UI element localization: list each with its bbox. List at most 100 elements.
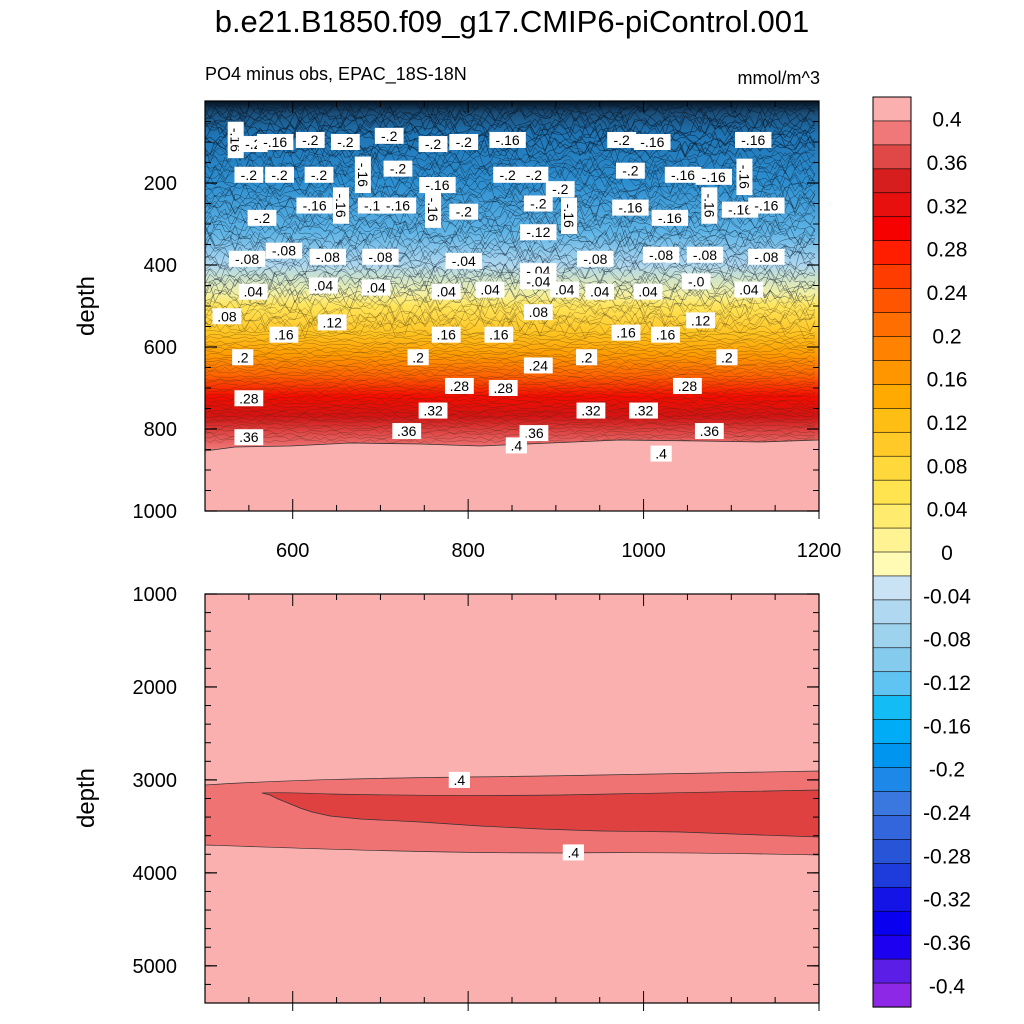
colorbar-swatch (872, 408, 912, 433)
upper-contour-label: .04 (238, 283, 268, 300)
contour-label-box (607, 131, 637, 148)
contour-line (205, 344, 816, 351)
contour-label-text: .2 (581, 349, 593, 365)
contour-label-box (520, 224, 557, 241)
upper-contour-label: -.16 (354, 156, 371, 193)
upper-contour-label: -.16 (748, 197, 785, 214)
contour-label-text: .04 (366, 280, 386, 296)
contour-label-box (505, 437, 527, 454)
colorbar-swatch (872, 910, 912, 936)
contour-label-text: -.08 (649, 247, 673, 263)
contour-label-text: -.16 (736, 165, 752, 189)
contour-line (205, 416, 816, 423)
upper-contour-label: .2 (407, 349, 429, 366)
contour-label-box (523, 357, 553, 374)
contour-label-text: .28 (678, 378, 698, 394)
contour-label-box (425, 191, 442, 228)
colorbar-swatch (872, 240, 912, 266)
colorbar-label: -0.2 (929, 759, 965, 782)
upper-contour-label: -.04 (520, 273, 557, 290)
upper-contour-label: .28 (673, 377, 702, 394)
upper-contour-label: .04 (361, 279, 391, 296)
upper-contour-label: -.08 (228, 250, 266, 267)
contour-label-box (576, 402, 606, 419)
upper-contour-label: .32 (418, 402, 448, 419)
contour-label-text: .32 (581, 403, 601, 419)
colorbar-label: 0.36 (927, 152, 968, 175)
contour-line (205, 269, 816, 291)
panel-subtitle-left: PO4 minus obs, EPAC_18S-18N (205, 64, 467, 84)
colorbar-swatch (872, 791, 912, 817)
contour-line (205, 348, 816, 354)
upper-contour-label: -.16 (634, 134, 671, 150)
contour-line (205, 407, 816, 413)
x-tick-label: 800 (451, 540, 484, 562)
upper-contour-label: -.2 (449, 203, 479, 220)
colorbar-swatch (872, 599, 912, 625)
contour-label-text: -.16 (425, 177, 449, 193)
contour-label-text: .08 (217, 308, 237, 324)
upper-contour-label: .32 (576, 402, 606, 419)
contour-label-text: .04 (436, 284, 456, 300)
colorbar-swatch (872, 264, 912, 290)
contour-label-box (449, 203, 479, 220)
contour-label-text: -.2 (311, 167, 328, 183)
contour-line (205, 284, 816, 305)
contour-label-text: -.0 (688, 273, 705, 289)
colorbar-label: 0.04 (927, 499, 968, 522)
contour-label-box (296, 197, 333, 214)
contour-line (205, 263, 816, 285)
contour-label-box (748, 248, 785, 265)
upper-contour-label: -.2 (304, 166, 334, 183)
contour-label-box (519, 166, 549, 183)
contour-label-box (748, 197, 785, 214)
contour-line (205, 260, 816, 281)
contour-label-text: -.16 (386, 198, 410, 214)
colorbar-swatch (872, 671, 912, 697)
contour-label-text: .04 (590, 284, 610, 300)
upper-contour-label: -.2 (234, 166, 264, 183)
upper-contour-label: -.2 (247, 209, 277, 226)
contour-label-box (431, 283, 461, 300)
colorbar-swatch (872, 288, 912, 314)
colorbar-label: -0.4 (929, 975, 966, 998)
contour-label-text: .16 (274, 327, 294, 343)
contour-label-box (361, 279, 391, 296)
colorbar-label: 0.24 (927, 282, 968, 305)
contour-label-text: -.2 (530, 196, 547, 212)
contour-label-box (330, 134, 360, 150)
contour-label-box (419, 177, 456, 194)
upper-contour-label: .36 (694, 423, 724, 440)
contour-label-box (523, 304, 553, 321)
upper-contour-label: -.16 (256, 134, 294, 150)
contour-label-text: .04 (555, 282, 575, 298)
upper-contour-label: .04 (309, 277, 338, 294)
contour-label-text: .32 (423, 403, 443, 419)
y-tick-label: 400 (144, 255, 177, 277)
colorbar-label: -0.04 (923, 585, 971, 608)
figure-title: b.e21.B1850.f09_g17.CMIP6-piControl.001 (214, 4, 810, 39)
lower-axes: 1000 2000 3000 4000 5000 (133, 584, 820, 1011)
contour-label-box (317, 314, 347, 331)
contour-label-text: .04 (480, 282, 500, 298)
upper-contour-label: -.08 (642, 246, 680, 263)
x-tick-label: 600 (276, 540, 309, 562)
contour-label-text: -.2 (302, 132, 319, 148)
contour-label-box (736, 158, 753, 196)
contour-line (205, 404, 816, 410)
contour-label-box (304, 166, 334, 183)
contour-label-box (247, 209, 277, 226)
colorbar-swatch (872, 479, 912, 505)
contour-label-text: -.2 (390, 161, 407, 177)
upper-contour-label: -.16 (651, 209, 689, 226)
contour-label-text: .24 (529, 357, 549, 373)
contour-label-box (234, 166, 264, 183)
contour-label-text: -.16 (425, 198, 441, 222)
upper-contour-label: .16 (431, 326, 461, 343)
contour-label-text: .16 (489, 327, 509, 343)
upper-contour-label: .36 (392, 423, 422, 440)
contour-label-text: -.2 (526, 167, 543, 183)
contour-label-box (392, 423, 422, 440)
contour-label-box (545, 181, 575, 198)
